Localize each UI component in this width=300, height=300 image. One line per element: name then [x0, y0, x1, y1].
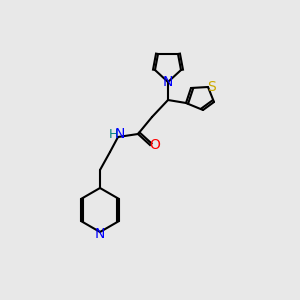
Text: S: S — [208, 80, 216, 94]
Text: N: N — [95, 227, 105, 241]
Text: N: N — [163, 75, 173, 89]
Text: N: N — [115, 127, 125, 141]
Text: O: O — [150, 138, 160, 152]
Text: H: H — [108, 128, 118, 140]
